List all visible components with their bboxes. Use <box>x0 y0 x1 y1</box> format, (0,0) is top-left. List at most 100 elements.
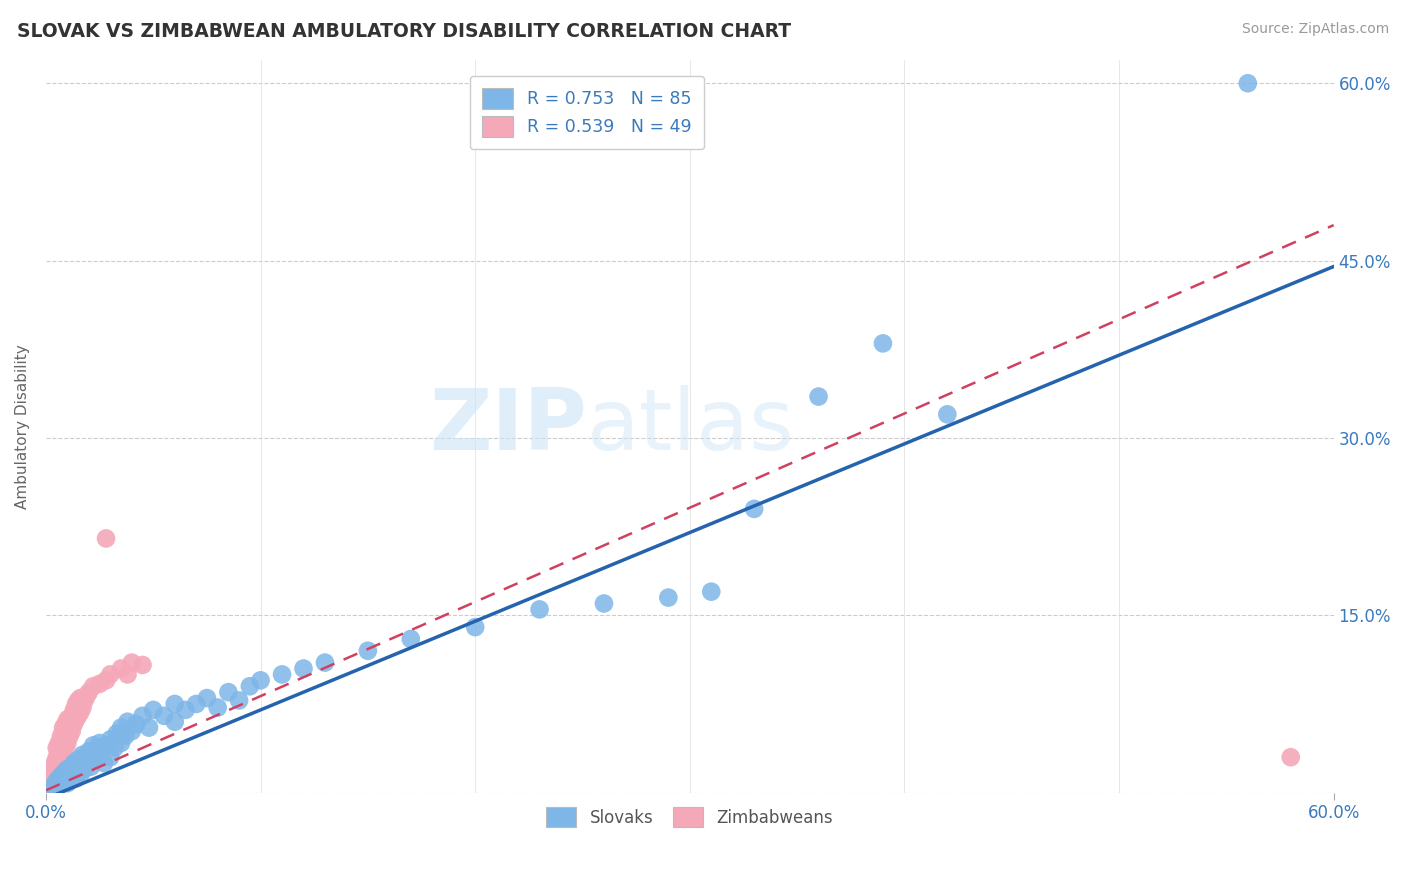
Point <box>239 679 262 693</box>
Point <box>217 685 239 699</box>
Point <box>138 721 160 735</box>
Y-axis label: Ambulatory Disability: Ambulatory Disability <box>15 343 30 508</box>
Point <box>69 691 91 706</box>
Point <box>56 736 79 750</box>
Point <box>872 336 894 351</box>
Point <box>69 705 91 719</box>
Point <box>142 703 165 717</box>
Point <box>49 776 72 790</box>
Point <box>292 661 315 675</box>
Point <box>114 729 136 743</box>
Point <box>60 759 83 773</box>
Point <box>58 773 80 788</box>
Point <box>48 779 70 793</box>
Text: SLOVAK VS ZIMBABWEAN AMBULATORY DISABILITY CORRELATION CHART: SLOVAK VS ZIMBABWEAN AMBULATORY DISABILI… <box>17 22 792 41</box>
Point <box>121 656 143 670</box>
Point <box>60 724 83 739</box>
Point <box>63 768 86 782</box>
Point <box>195 691 218 706</box>
Point <box>69 768 91 782</box>
Point <box>53 726 76 740</box>
Point <box>63 717 86 731</box>
Point <box>39 783 62 797</box>
Point <box>399 632 422 646</box>
Point <box>60 772 83 786</box>
Point <box>464 620 486 634</box>
Point <box>593 597 616 611</box>
Point <box>131 657 153 672</box>
Point <box>98 667 121 681</box>
Point <box>65 697 87 711</box>
Text: Source: ZipAtlas.com: Source: ZipAtlas.com <box>1241 22 1389 37</box>
Point <box>76 689 98 703</box>
Point <box>53 740 76 755</box>
Point <box>67 708 90 723</box>
Point <box>44 768 66 782</box>
Point <box>49 729 72 743</box>
Legend: Slovaks, Zimbabweans: Slovaks, Zimbabweans <box>538 798 842 836</box>
Point <box>90 740 112 755</box>
Point <box>110 736 132 750</box>
Point <box>186 697 208 711</box>
Point <box>63 756 86 770</box>
Point <box>117 714 139 729</box>
Point <box>52 732 75 747</box>
Text: atlas: atlas <box>586 384 794 467</box>
Point <box>89 736 111 750</box>
Point <box>657 591 679 605</box>
Point <box>48 744 70 758</box>
Point <box>67 753 90 767</box>
Point <box>56 712 79 726</box>
Point <box>45 740 67 755</box>
Point <box>93 756 115 770</box>
Point <box>48 759 70 773</box>
Point <box>45 776 67 790</box>
Point <box>69 759 91 773</box>
Point <box>82 739 104 753</box>
Point <box>45 764 67 779</box>
Point <box>271 667 294 681</box>
Point <box>56 776 79 790</box>
Point <box>105 726 128 740</box>
Text: ZIP: ZIP <box>429 384 586 467</box>
Point <box>58 729 80 743</box>
Point <box>63 703 86 717</box>
Point <box>41 762 63 776</box>
Point <box>94 532 117 546</box>
Point <box>249 673 271 688</box>
Point <box>60 708 83 723</box>
Point <box>1279 750 1302 764</box>
Point <box>49 753 72 767</box>
Point <box>121 724 143 739</box>
Point <box>153 708 176 723</box>
Point <box>73 762 96 776</box>
Point <box>45 773 67 788</box>
Point <box>53 772 76 786</box>
Point <box>72 756 94 770</box>
Point <box>52 747 75 762</box>
Point <box>65 762 87 776</box>
Point <box>163 697 186 711</box>
Point <box>110 661 132 675</box>
Point <box>56 768 79 782</box>
Point <box>94 739 117 753</box>
Point <box>807 390 830 404</box>
Point <box>65 772 87 786</box>
Point <box>77 756 100 770</box>
Point <box>67 693 90 707</box>
Point <box>131 708 153 723</box>
Point <box>67 764 90 779</box>
Point <box>936 407 959 421</box>
Point <box>125 717 148 731</box>
Point <box>84 753 107 767</box>
Point <box>228 693 250 707</box>
Point <box>82 750 104 764</box>
Point <box>73 693 96 707</box>
Point <box>53 764 76 779</box>
Point <box>89 677 111 691</box>
Point <box>1236 76 1258 90</box>
Point <box>44 782 66 797</box>
Point <box>117 667 139 681</box>
Point <box>72 700 94 714</box>
Point <box>98 732 121 747</box>
